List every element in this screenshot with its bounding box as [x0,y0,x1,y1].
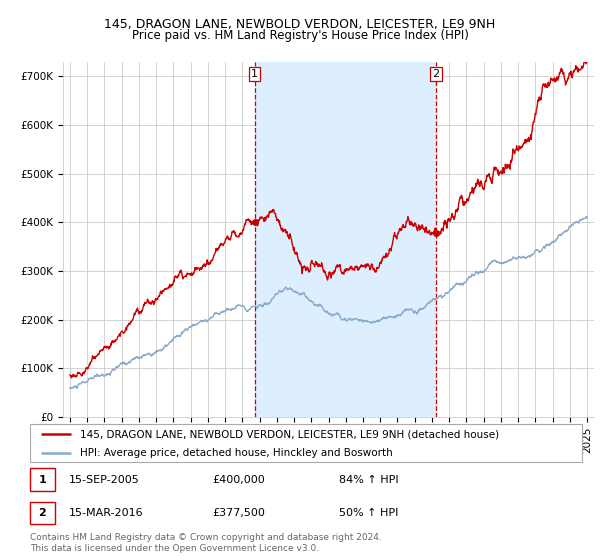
Text: HPI: Average price, detached house, Hinckley and Bosworth: HPI: Average price, detached house, Hinc… [80,448,392,458]
Text: Contains HM Land Registry data © Crown copyright and database right 2024.
This d: Contains HM Land Registry data © Crown c… [30,533,382,553]
FancyBboxPatch shape [30,502,55,524]
Text: 84% ↑ HPI: 84% ↑ HPI [339,475,399,484]
Text: 145, DRAGON LANE, NEWBOLD VERDON, LEICESTER, LE9 9NH: 145, DRAGON LANE, NEWBOLD VERDON, LEICES… [104,18,496,31]
Text: 50% ↑ HPI: 50% ↑ HPI [339,508,398,518]
Text: 2: 2 [432,69,439,79]
Text: 145, DRAGON LANE, NEWBOLD VERDON, LEICESTER, LE9 9NH (detached house): 145, DRAGON LANE, NEWBOLD VERDON, LEICES… [80,429,499,439]
Text: 15-MAR-2016: 15-MAR-2016 [68,508,143,518]
Text: £400,000: £400,000 [212,475,265,484]
Text: £377,500: £377,500 [212,508,265,518]
Text: 1: 1 [38,475,46,484]
FancyBboxPatch shape [30,468,55,491]
Text: Price paid vs. HM Land Registry's House Price Index (HPI): Price paid vs. HM Land Registry's House … [131,29,469,42]
Text: 1: 1 [251,69,258,79]
Text: 15-SEP-2005: 15-SEP-2005 [68,475,139,484]
FancyBboxPatch shape [30,424,582,462]
Bar [254,62,436,417]
Text: 2: 2 [38,508,46,518]
